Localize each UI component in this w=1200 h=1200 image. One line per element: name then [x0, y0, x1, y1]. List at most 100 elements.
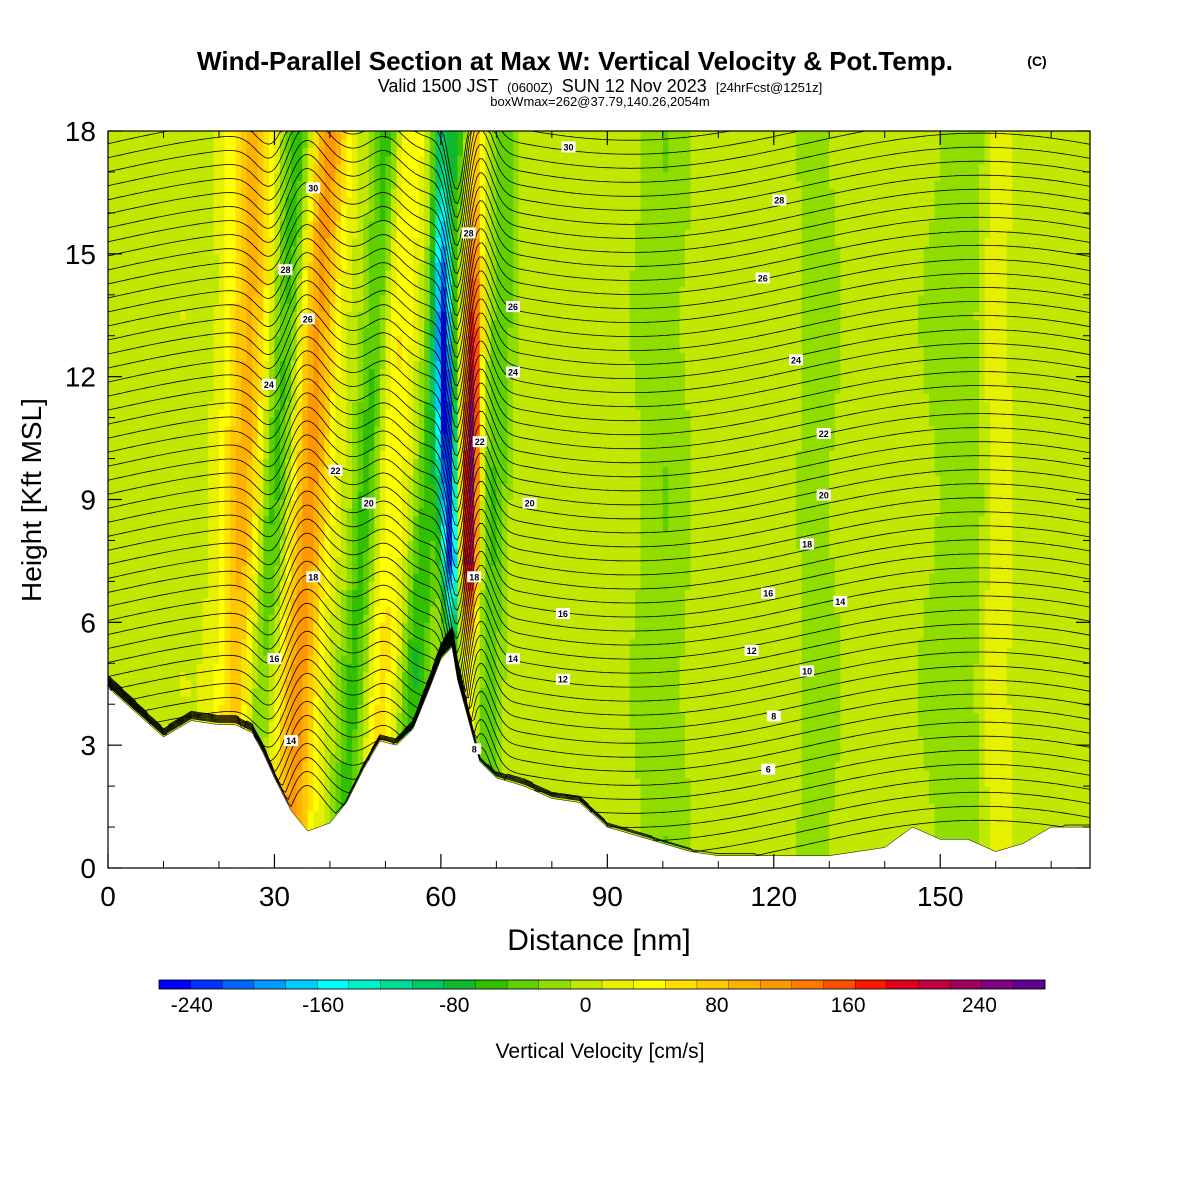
- w-cell: [174, 343, 181, 353]
- w-cell: [285, 335, 292, 345]
- w-cell: [241, 311, 248, 320]
- w-cell: [374, 401, 381, 411]
- w-cell: [163, 655, 170, 664]
- w-cell: [402, 499, 409, 509]
- w-cell: [213, 221, 220, 230]
- w-cell: [218, 605, 226, 615]
- w-cell: [324, 409, 331, 419]
- w-cell: [113, 401, 120, 411]
- w-cell: [163, 663, 170, 673]
- w-cell: [163, 581, 170, 591]
- w-cell: [407, 687, 414, 697]
- w-cell: [169, 171, 176, 181]
- w-cell: [207, 335, 215, 345]
- w-cell: [313, 433, 320, 443]
- w-cell: [218, 532, 226, 542]
- w-cell: [268, 736, 276, 746]
- w-cell: [341, 327, 348, 337]
- w-cell: [379, 687, 386, 697]
- w-cell: [130, 253, 137, 263]
- w-cell: [218, 442, 226, 451]
- w-cell: [130, 663, 137, 673]
- w-cell: [218, 262, 226, 271]
- w-cell: [163, 474, 170, 484]
- w-cell: [152, 638, 159, 648]
- w-cell: [202, 597, 209, 607]
- w-cell: [152, 474, 159, 484]
- w-cell: [329, 663, 337, 673]
- w-cell: [180, 556, 187, 566]
- w-cell: [341, 262, 348, 271]
- w-cell: [169, 163, 176, 173]
- w-cell: [402, 425, 409, 435]
- w-cell: [368, 139, 375, 148]
- w-cell: [119, 155, 126, 165]
- w-cell: [174, 401, 181, 411]
- w-cell: [346, 565, 353, 574]
- w-cell: [407, 425, 414, 435]
- w-cell: [357, 294, 364, 304]
- w-cell: [169, 335, 176, 345]
- w-cell: [185, 302, 192, 312]
- w-cell: [146, 540, 153, 550]
- w-cell: [241, 147, 248, 157]
- w-cell: [108, 622, 115, 632]
- w-cell: [207, 679, 215, 689]
- w-cell: [374, 384, 381, 394]
- w-cell: [169, 655, 176, 664]
- w-cell: [252, 655, 259, 664]
- w-cell: [379, 704, 386, 714]
- w-cell: [157, 499, 165, 509]
- w-cell: [335, 794, 342, 804]
- w-cell: [324, 171, 331, 181]
- w-cell: [191, 245, 198, 255]
- w-cell: [329, 368, 337, 378]
- w-cell: [224, 131, 231, 140]
- w-cell: [352, 581, 359, 591]
- w-cell: [213, 229, 220, 239]
- plot-area: 3028262422201816142826242220181614128302…: [107, 130, 1091, 869]
- w-cell: [202, 221, 209, 230]
- w-cell: [135, 532, 142, 542]
- w-cell: [329, 229, 337, 239]
- w-cell: [152, 687, 159, 697]
- w-cell: [252, 171, 259, 181]
- w-cell: [157, 319, 165, 329]
- w-cell: [407, 556, 414, 566]
- w-cell: [252, 704, 259, 714]
- w-cell: [246, 442, 253, 451]
- w-cell: [207, 655, 215, 664]
- w-cell: [180, 548, 187, 558]
- w-cell: [291, 491, 298, 501]
- w-cell: [174, 294, 181, 304]
- w-cell: [329, 696, 337, 705]
- w-cell: [235, 212, 242, 222]
- w-cell: [185, 597, 192, 607]
- w-cell: [368, 507, 375, 517]
- w-cell: [241, 425, 248, 435]
- w-cell: [157, 466, 165, 476]
- w-cell: [263, 646, 270, 656]
- w-cell: [385, 278, 392, 288]
- w-cell: [318, 687, 325, 697]
- w-cell: [313, 286, 320, 296]
- w-cell: [263, 343, 270, 353]
- w-cell: [157, 458, 165, 468]
- w-cell: [363, 646, 370, 656]
- w-cell: [141, 245, 148, 255]
- w-cell: [357, 622, 364, 632]
- w-cell: [357, 573, 364, 582]
- w-cell: [218, 450, 226, 460]
- w-cell: [329, 270, 337, 279]
- w-cell: [224, 704, 231, 714]
- w-cell: [152, 204, 159, 214]
- w-cell: [279, 769, 287, 779]
- w-cell: [302, 237, 309, 247]
- w-cell: [257, 368, 264, 378]
- w-cell: [185, 147, 192, 157]
- w-cell: [257, 499, 264, 509]
- w-cell: [346, 646, 353, 656]
- w-cell: [130, 524, 137, 533]
- w-cell: [191, 605, 198, 615]
